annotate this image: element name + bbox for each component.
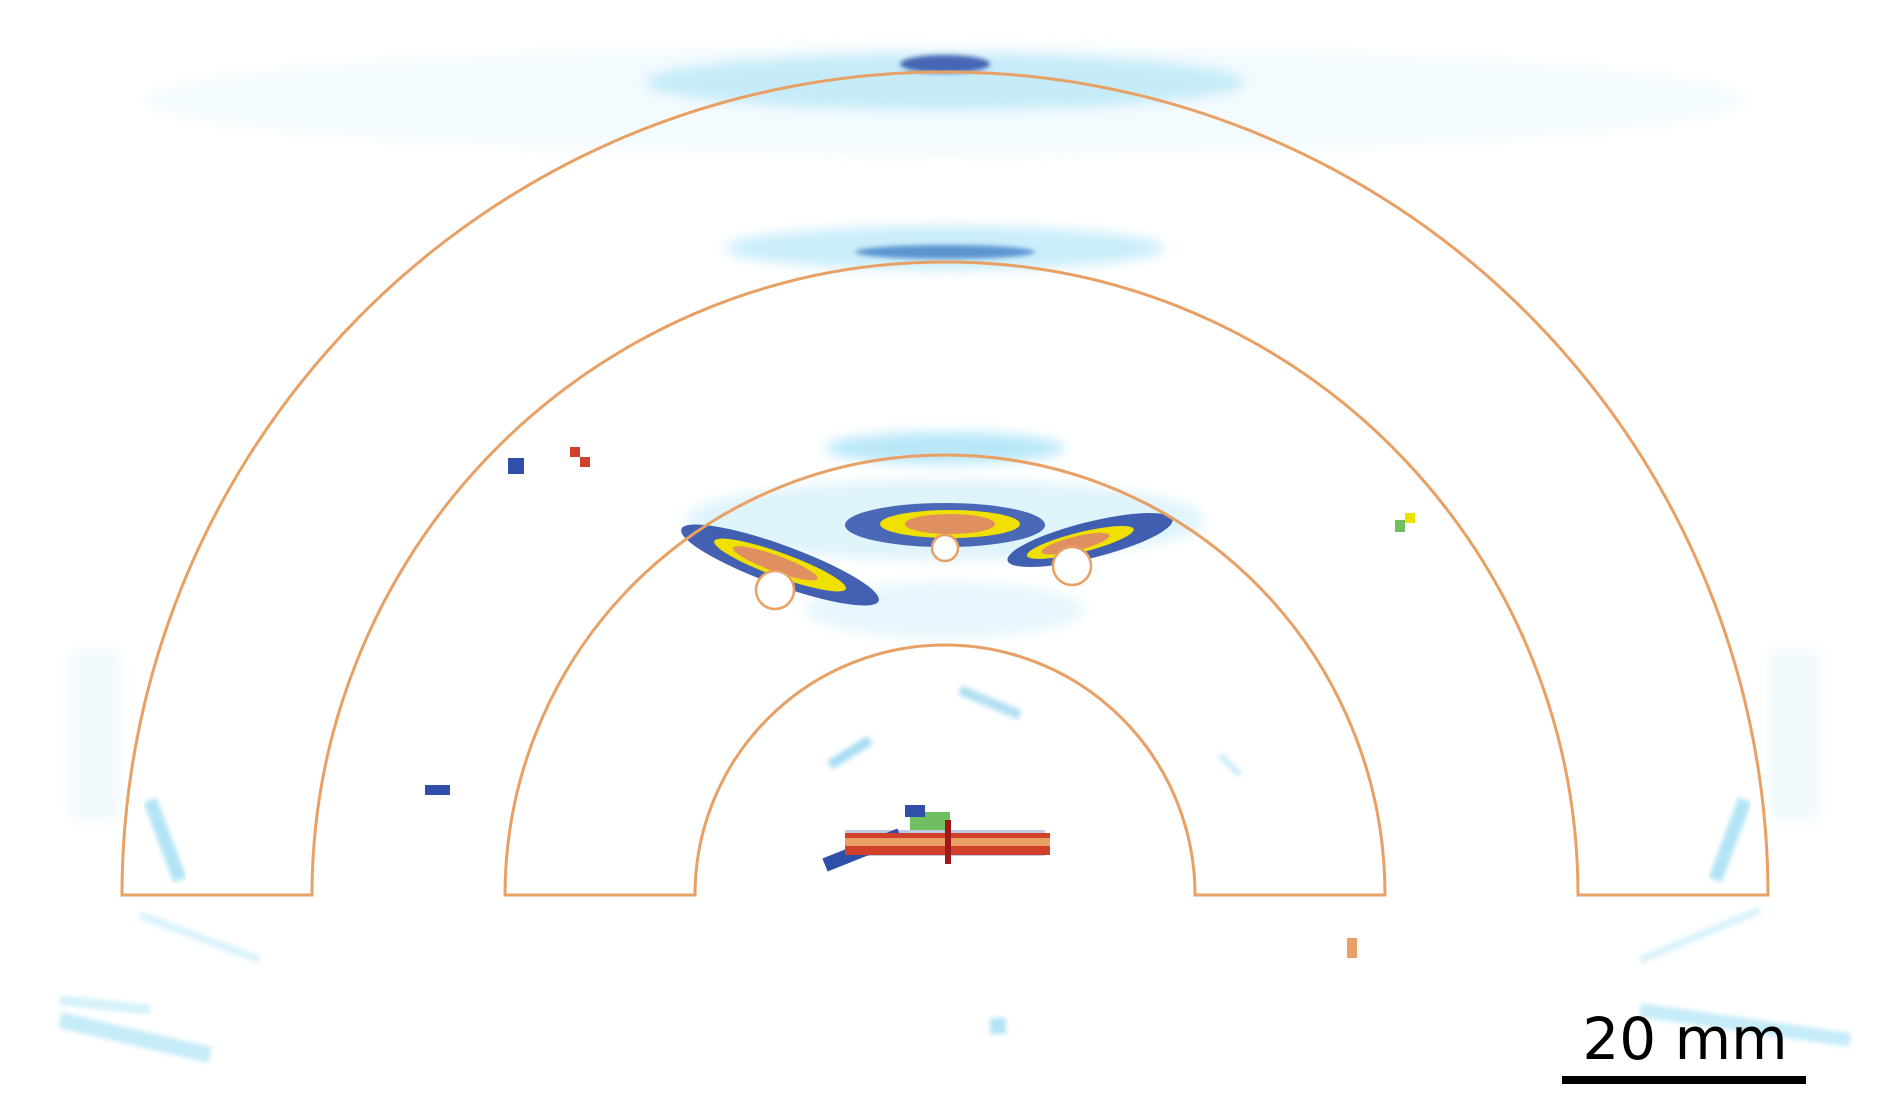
hole-markers — [754, 533, 1093, 611]
scale-bar-label: 20 mm — [1582, 1005, 1788, 1073]
scale-bar — [1562, 1076, 1806, 1084]
signal-hotspots — [425, 447, 1415, 958]
side-artifacts — [58, 685, 1851, 1063]
ring-outline — [120, 70, 1770, 897]
